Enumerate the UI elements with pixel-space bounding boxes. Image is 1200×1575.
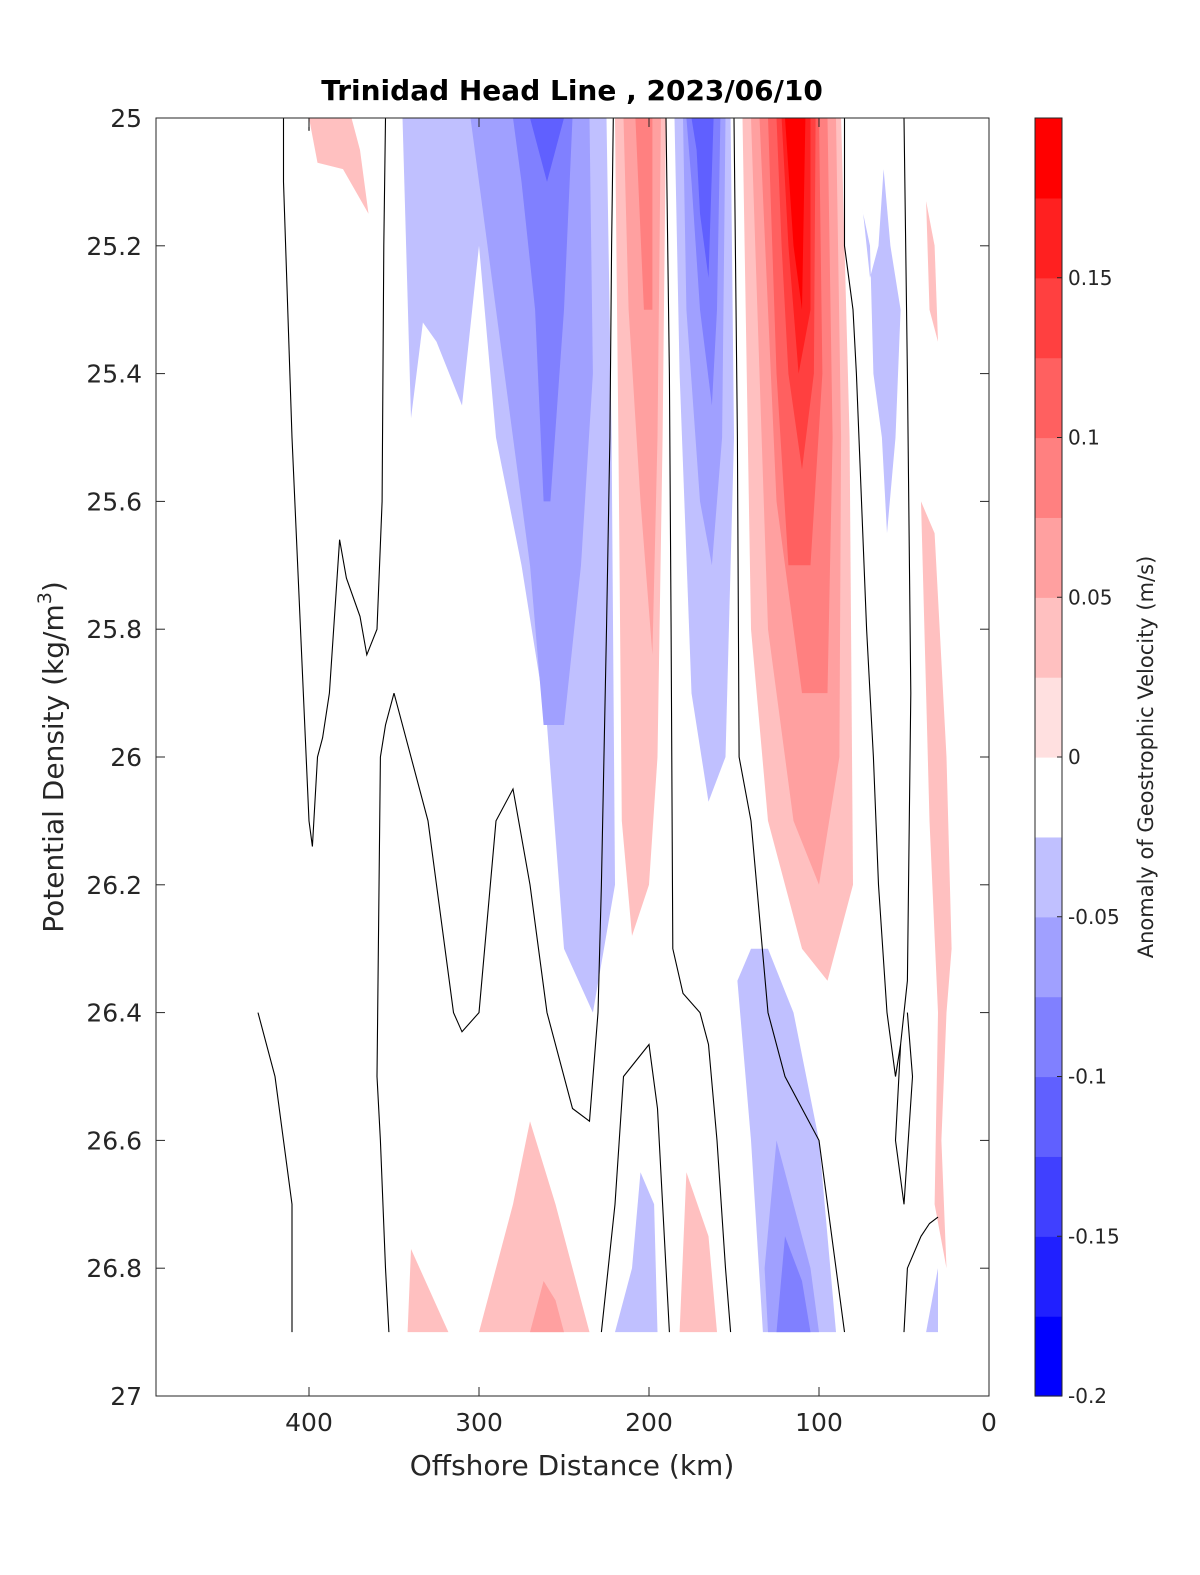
colorbar-swatch (1035, 277, 1062, 359)
zero-contour-9 (894, 117, 914, 1205)
colorbar-title: Anomaly of Geostrophic Velocity (m/s) (1134, 556, 1158, 959)
x-tick-label: 400 (285, 1408, 333, 1437)
velocity-region-7 (635, 118, 653, 310)
colorbar-tick-label: -0.05 (1068, 905, 1120, 929)
y-tick-label: 26.2 (86, 871, 142, 900)
colorbar: -0.2 -0.15 -0.1 -0.05 0 0.05 0.1 0.15 (1034, 117, 1120, 1408)
y-tick-label: 25.2 (86, 232, 142, 261)
velocity-region-18 (785, 118, 806, 310)
zero-contour-4 (393, 117, 614, 1123)
colorbar-swatch (1035, 836, 1062, 918)
colorbar-swatch (1035, 1156, 1062, 1237)
velocity-region-26 (530, 1281, 564, 1333)
colorbar-tick-label: 0.05 (1068, 585, 1113, 609)
colorbar-swatch (1035, 357, 1062, 439)
velocity-region-19 (856, 169, 901, 534)
zero-contour-10 (903, 1216, 939, 1333)
chart-title: Trinidad Head Line , 2023/06/10 (321, 74, 823, 107)
velocity-region-24 (776, 1236, 811, 1333)
colorbar-swatch (1035, 1316, 1062, 1397)
zero-contour-8 (843, 118, 902, 1077)
y-axis-title: Potential Density (kg/m3) (34, 581, 70, 933)
colorbar-tick-label: 0.15 (1068, 266, 1113, 290)
colorbar-tick-label: 0 (1068, 745, 1081, 769)
colorbar-tick-label: 0.1 (1068, 426, 1100, 450)
velocity-region-25 (479, 1121, 590, 1333)
y-tick-label: 25.8 (86, 615, 142, 644)
x-tick-label: 100 (795, 1408, 843, 1437)
velocity-region-20 (926, 201, 938, 342)
colorbar-tick-label: -0.15 (1068, 1224, 1120, 1248)
colorbar-swatch (1035, 916, 1062, 998)
y-axis-title-close: ) (37, 581, 70, 592)
y-tick-label: 26 (110, 743, 142, 772)
colorbar-swatch (1035, 1076, 1062, 1157)
colorbar-tick-label: -0.1 (1068, 1065, 1107, 1089)
y-tick-label: 25.4 (86, 360, 142, 389)
zero-contour-lines (257, 117, 939, 1333)
velocity-region-23 (764, 1140, 819, 1333)
y-tick-label: 27 (110, 1382, 142, 1411)
zero-contour-3 (376, 692, 395, 1333)
velocity-region-3 (513, 118, 573, 502)
colorbar-swatch (1035, 197, 1062, 279)
y-tick-label: 26.6 (86, 1126, 142, 1155)
velocity-region-10 (686, 118, 721, 406)
y-tick-label: 26.8 (86, 1254, 142, 1283)
y-tick-label: 25.6 (86, 487, 142, 516)
x-axis-title: Offshore Distance (km) (410, 1449, 735, 1482)
velocity-region-21 (921, 501, 952, 1269)
x-axis: 400 300 200 100 0 (285, 118, 997, 1437)
y-axis-title-main: Potential Density (kg/m (37, 604, 70, 933)
zero-contour-5 (600, 1043, 670, 1333)
y-tick-label: 26.4 (86, 999, 142, 1028)
x-tick-label: 200 (625, 1408, 673, 1437)
velocity-contour-fills (309, 118, 952, 1333)
velocity-region-27 (407, 1249, 449, 1333)
zero-contour-6 (665, 117, 732, 1333)
zero-contour-7 (733, 117, 846, 1333)
velocity-region-0 (309, 118, 369, 214)
colorbar-tick-label: -0.2 (1068, 1384, 1107, 1408)
colorbar-swatch (1035, 597, 1062, 678)
colorbar-swatch (1035, 996, 1062, 1078)
x-tick-label: 300 (455, 1408, 503, 1437)
velocity-region-28 (615, 1172, 658, 1333)
colorbar-swatch (1035, 118, 1062, 199)
colorbar-swatch (1035, 1236, 1062, 1317)
y-tick-label: 25 (110, 104, 142, 133)
zero-contour-2 (257, 1012, 293, 1333)
velocity-region-30 (926, 1268, 938, 1333)
zero-contour-0 (282, 117, 387, 847)
velocity-region-11 (691, 118, 714, 278)
colorbar-swatch (1035, 437, 1062, 518)
y-axis: 25 25.2 25.4 25.6 25.8 26 26.2 26.4 26.6 26.8 27 (86, 104, 989, 1411)
y-axis-title-superscript: 3 (34, 592, 56, 604)
plot-area: 400 300 200 100 0 25 25.2 25.4 25.6 25.8 26 26.2 26… (86, 104, 997, 1437)
colorbar-swatch (1035, 677, 1062, 758)
x-tick-label: 0 (981, 1408, 997, 1437)
velocity-region-22 (737, 948, 836, 1333)
velocity-region-29 (679, 1172, 717, 1333)
velocity-region-4 (530, 118, 564, 182)
colorbar-swatch (1035, 517, 1062, 598)
colorbar-swatch (1035, 757, 1062, 838)
